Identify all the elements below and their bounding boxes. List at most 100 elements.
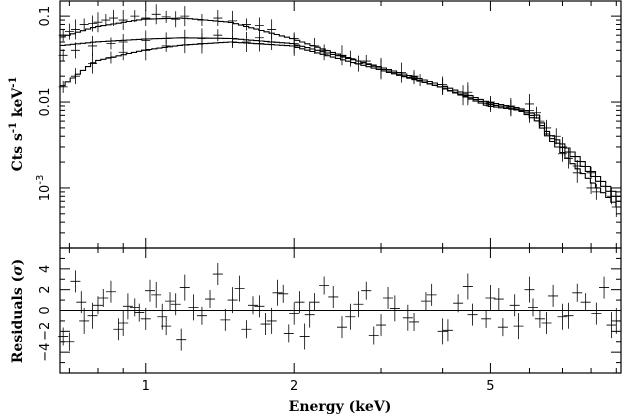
spectrum-point-s1-11 [141,10,151,27]
residual-point-s1-31 [453,294,464,313]
residual-point-s1-33 [485,285,496,311]
spectrum-point-s1-2 [64,23,74,40]
residual-point-s2-39 [606,312,617,339]
spectrum-point-s2-12 [241,31,251,52]
spectrum-point-s1-10 [130,10,140,23]
residual-point-s1-36 [524,276,535,303]
residual-point-s2-31 [481,309,492,328]
spectrum-point-s2-17 [345,50,355,67]
spectrum-y-axis-label: Cts s-1 keV-1 [8,77,26,172]
spectrum-point-s1-16 [197,14,207,27]
spectrum-y-tick-label-3: 10-3 [35,175,53,202]
spectrum-point-s1-14 [171,11,181,28]
residual-point-s1-22 [309,293,320,312]
spectrum-point-s2-4 [106,37,116,50]
spectrum-point-s1-24 [337,45,347,66]
residual-point-s1-34 [497,318,508,337]
spectrum-point-s1-25 [361,55,371,68]
x-axis-label: Energy (keV) [289,399,392,415]
spectrum-point-s1-27 [396,62,406,83]
spectrum-point-s1-3 [70,19,80,40]
x-tick-labels: 1 2 5 [142,379,495,394]
residual-point-s2-16 [248,296,259,315]
residual-point-s2-6 [122,293,133,320]
residual-point-s2-9 [157,303,168,330]
spectrum-point-s2-28 [586,166,596,179]
residual-point-s1-20 [289,302,300,325]
residual-point-s1-27 [389,295,400,322]
residual-point-s1-21 [299,323,310,350]
spectrum-point-s3-4 [106,51,116,64]
residual-point-s2-23 [336,316,347,339]
spectrum-point-s3-10 [228,35,238,48]
spectrum-y-tick-labels: 0.1 0.01 10-3 [35,6,53,201]
spectrum-point-s3-8 [180,37,190,54]
residual-point-s1-10 [161,317,172,336]
residuals-y-tick-label-1: 4 [38,265,53,273]
model-curve-3 [59,41,621,202]
spectrum-ticks [60,1,621,249]
spectrum-point-s2-26 [551,128,561,145]
residuals-y-tick-label-2: 2 [38,286,53,294]
residual-point-s2-13 [205,290,216,309]
residual-point-s1-11 [170,293,181,316]
residual-point-s1-32 [467,303,478,326]
residual-point-s2-38 [591,302,602,325]
residual-point-s2-35 [541,312,552,334]
residual-point-s2-3 [87,302,98,329]
x-tick-label-2: 2 [290,379,298,394]
spectrum-point-s1-23 [310,37,320,54]
spectrum-point-s1-18 [228,10,238,31]
residual-point-s1-18 [266,307,277,334]
residual-point-s1-6 [118,310,129,336]
spectrum-point-s3-18 [463,85,473,106]
residuals-y-tick-label-4: −2 [38,322,53,341]
spectrum-point-s3-16 [409,72,419,85]
spectrum-point-s1-6 [93,12,103,33]
residual-data-points [58,263,622,351]
spectrum-point-s3-19 [485,97,495,110]
residual-point-s1-13 [196,306,207,325]
residual-point-s1-39 [563,302,574,329]
residuals-y-tick-label-5: −4 [38,343,53,362]
residual-point-s1-38 [548,284,559,307]
spectrum-point-s3-22 [531,106,541,119]
residual-point-s1-41 [599,276,610,299]
residual-point-s2-1 [64,332,75,351]
residuals-ticks [60,248,621,373]
residual-point-s2-34 [528,298,539,317]
residual-point-s2-18 [272,279,283,306]
spectrum-panel: 0.1 0.01 10-3 Cts s-1 keV-1 [8,0,622,249]
spectrum-point-s1-5 [88,15,98,32]
residual-point-s2-5 [113,318,124,341]
residual-point-s1-19 [278,284,289,303]
spectrum-point-s1-28 [415,74,425,87]
residual-point-s2-20 [294,291,305,314]
spectrum-point-s3-11 [254,35,264,52]
spectrum-point-s3-23 [542,119,552,136]
spectrum-point-s1-19 [241,18,251,31]
residual-point-s1-1 [58,327,69,346]
spectrum-point-s1-4 [79,18,89,31]
spectrum-point-s3-3 [88,53,98,74]
spectrum-point-s1-7 [101,14,111,27]
x-tick-label-3: 5 [486,379,494,394]
residual-point-s1-24 [345,303,356,330]
residual-point-s1-29 [426,283,437,306]
residual-point-s1-28 [409,312,420,331]
spectrum-point-s1-15 [180,6,190,27]
residual-point-s1-14 [212,263,223,286]
residual-point-s2-27 [402,304,413,331]
residual-point-s2-12 [188,294,199,321]
residual-point-s2-28 [420,292,431,311]
residual-point-s1-9 [151,281,162,308]
residual-point-s2-37 [572,283,583,302]
residual-point-s2-33 [513,313,524,340]
residual-point-s1-23 [328,285,339,308]
residuals-panel: 4 2 0 −2 −4 1 2 5 Residuals (σ) [10,247,622,394]
residual-point-s1-40 [580,293,591,312]
spectrum-point-s3-7 [161,39,171,52]
residual-point-s1-30 [437,318,448,345]
residual-point-s2-4 [98,289,109,307]
